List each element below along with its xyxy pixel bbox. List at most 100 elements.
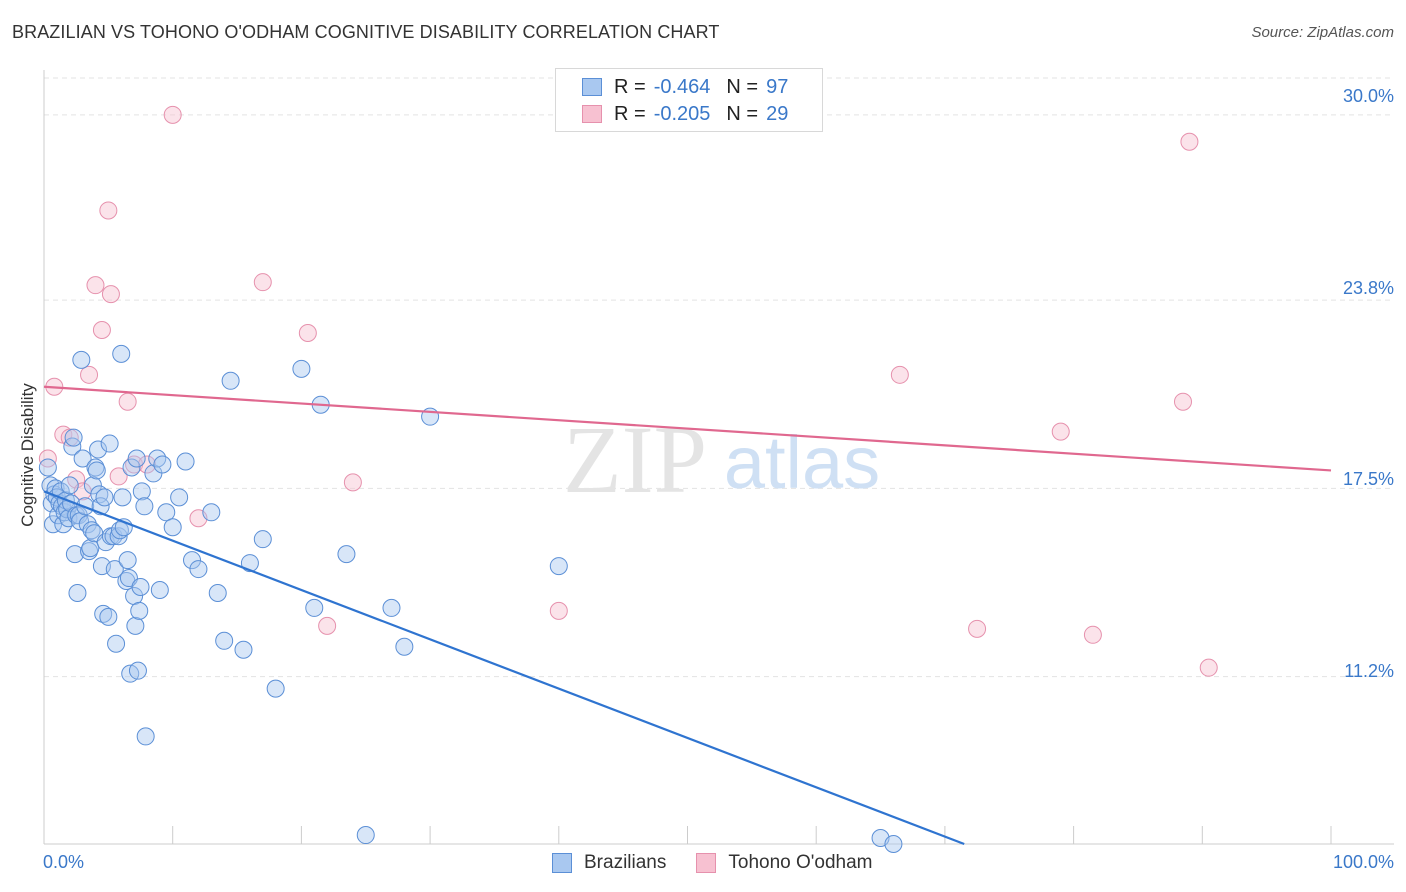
chart-title: BRAZILIAN VS TOHONO O'ODHAM COGNITIVE DI… — [12, 22, 720, 42]
y-tick-label-30: 30.0% — [1342, 86, 1394, 106]
brazilian-point-30 — [81, 539, 100, 558]
watermark: ZIP atlas — [563, 406, 880, 513]
series-legend: Brazilians Tohono O'odham — [552, 852, 903, 874]
brazilian-point-31 — [82, 521, 101, 540]
tohono-point-24 — [1051, 422, 1070, 441]
brazilian-point-84 — [253, 530, 272, 549]
legend-row-brazilians: R = -0.464 N = 97 — [582, 76, 788, 98]
brazilian-point-87 — [305, 598, 324, 617]
grid-lines — [44, 77, 1394, 678]
brazilian-point-91 — [382, 598, 401, 617]
brazilian-point-19 — [64, 428, 83, 447]
trend-lines — [43, 385, 1332, 846]
tohono-trend-line — [43, 385, 1332, 472]
legend-r-label: R = — [614, 75, 646, 98]
pink-swatch — [582, 105, 602, 123]
legend-n-value: 29 — [766, 102, 789, 125]
brazilian-point-58 — [122, 458, 141, 477]
brazilian-point-69 — [148, 449, 167, 468]
brazilian-point-73 — [163, 518, 182, 537]
brazilian-point-75 — [176, 452, 195, 471]
legend-r-value: -0.205 — [653, 102, 711, 125]
watermark-zip: ZIP — [563, 406, 707, 513]
tohono-point-10 — [101, 285, 120, 304]
brazilian-point-40 — [94, 604, 113, 623]
brazilian-point-26 — [73, 449, 92, 468]
y-tick-label-17-5: 17.5% — [1342, 469, 1394, 489]
brazilian-point-22 — [68, 583, 87, 602]
tohono-point-7 — [86, 276, 105, 295]
tohono-point-8 — [92, 320, 111, 339]
pink-swatch — [696, 853, 717, 873]
brazilian-point-20 — [65, 545, 84, 564]
brazilian-point-66 — [135, 497, 154, 516]
brazilian-point-48 — [107, 634, 126, 653]
legend-item-tohono: Tohono O'odham — [696, 852, 873, 874]
brazilian-point-81 — [221, 371, 240, 390]
brazilian-point-92 — [395, 637, 414, 656]
x-tick-label-max: 100.0% — [1332, 852, 1394, 872]
brazilian-point-71 — [153, 455, 172, 474]
brazilian-point-51 — [112, 344, 131, 363]
brazilian-point-41 — [95, 488, 114, 507]
tohono-point-15 — [163, 105, 182, 124]
legend-n-label: N = — [726, 75, 759, 98]
tohono-point-27 — [1180, 132, 1199, 151]
brazilian-point-63 — [130, 601, 149, 620]
legend-label-tohono: Tohono O'odham — [728, 852, 873, 873]
brazilian-point-36 — [89, 440, 108, 459]
legend-label-brazilians: Brazilians — [584, 852, 667, 873]
brazilian-point-49 — [109, 527, 128, 546]
brazilian-point-3 — [44, 515, 63, 534]
brazilian-point-61 — [127, 449, 146, 468]
tohono-point-11 — [109, 467, 128, 486]
brazilian-point-86 — [292, 359, 311, 378]
tohono-point-21 — [549, 601, 568, 620]
brazilian-point-43 — [99, 607, 118, 626]
brazilian-point-0 — [38, 458, 57, 477]
brazilian-point-44 — [100, 434, 119, 453]
brazilian-point-64 — [131, 577, 150, 596]
brazilian-point-32 — [83, 476, 102, 495]
stats-legend: R = -0.464 N = 97 R = -0.205 N = 29 — [555, 68, 823, 132]
brazilian-point-25 — [72, 350, 91, 369]
tohono-point-20 — [343, 473, 362, 492]
tohono-point-12 — [118, 392, 137, 411]
series-brazilians-points — [38, 344, 903, 853]
brazilian-point-70 — [150, 580, 169, 599]
watermark-atlas: atlas — [724, 421, 880, 504]
brazilian-point-80 — [215, 631, 234, 650]
brazilian-point-77 — [189, 560, 208, 579]
brazilian-point-94 — [549, 557, 568, 576]
brazilian-point-55 — [118, 551, 137, 570]
brazilian-point-96 — [884, 835, 903, 853]
brazilian-point-60 — [126, 616, 145, 635]
brazilian-point-76 — [183, 551, 202, 570]
tohono-point-19 — [318, 616, 337, 635]
brazilian-point-82 — [234, 640, 253, 659]
tohono-point-28 — [1199, 658, 1218, 677]
tohono-point-17 — [253, 273, 272, 292]
tohono-point-22 — [890, 365, 909, 384]
brazilian-point-83 — [240, 554, 259, 573]
brazilian-point-18 — [63, 437, 82, 456]
brazilians-trend-line — [43, 490, 965, 846]
tohono-point-6 — [80, 365, 99, 384]
tohono-point-18 — [298, 323, 317, 342]
brazilian-point-78 — [202, 503, 221, 522]
brazilian-point-74 — [170, 488, 189, 507]
axes — [43, 70, 1394, 845]
brazilian-point-79 — [208, 583, 227, 602]
brazilian-point-35 — [87, 461, 106, 480]
y-tick-label-11-2: 11.2% — [1344, 661, 1394, 681]
tohono-point-23 — [968, 619, 987, 638]
legend-r-value: -0.464 — [653, 75, 711, 98]
brazilian-point-72 — [157, 503, 176, 522]
legend-n-value: 97 — [766, 75, 789, 98]
brazilian-point-67 — [136, 727, 155, 746]
brazilian-point-47 — [105, 560, 124, 579]
brazilian-point-85 — [266, 679, 285, 698]
blue-swatch — [552, 853, 572, 873]
y-tick-label-23-8: 23.8% — [1342, 278, 1394, 298]
